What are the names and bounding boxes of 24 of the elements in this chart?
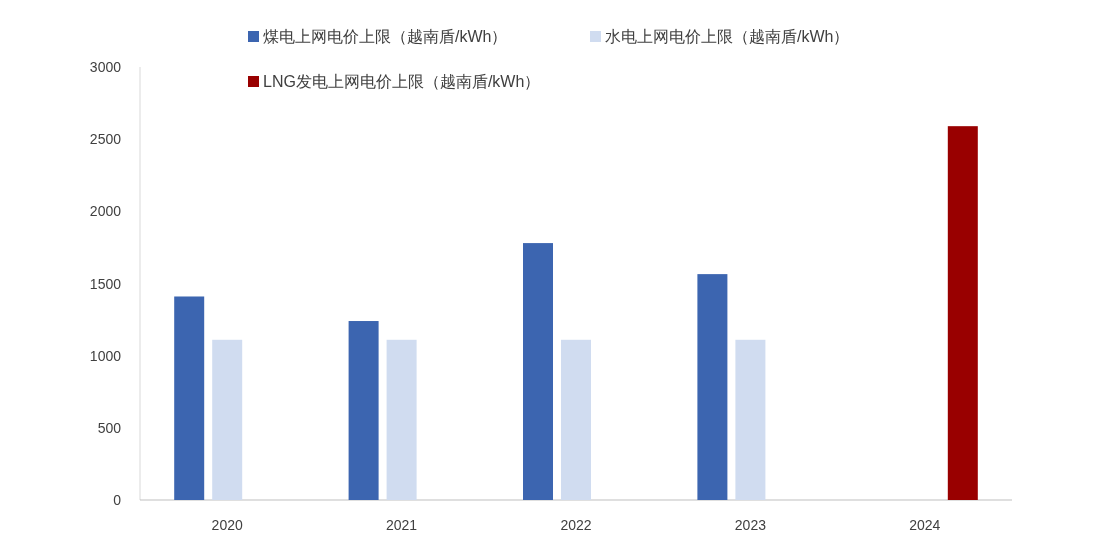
y-tick-label: 500	[97, 419, 122, 436]
x-tick-label: 2024	[909, 517, 941, 533]
bar	[947, 126, 978, 500]
y-tick-label: 1500	[89, 275, 122, 292]
legend-label: 煤电上网电价上限（越南盾/kWh）	[263, 28, 508, 45]
bar	[348, 321, 379, 500]
bar	[697, 274, 728, 500]
bar	[212, 339, 243, 500]
x-tick-label: 2021	[386, 517, 418, 533]
x-tick-label: 2020	[211, 517, 243, 533]
bar	[561, 339, 591, 500]
y-tick-label: 0	[113, 492, 122, 508]
x-tick-label: 2022	[560, 517, 592, 533]
legend-label: LNG发电上网电价上限（越南盾/kWh）	[263, 73, 541, 90]
bar	[386, 339, 417, 500]
y-tick-label: 2000	[89, 203, 122, 220]
y-tick-label: 3000	[89, 59, 122, 75]
bar	[523, 243, 553, 500]
x-tick-label: 2023	[734, 517, 767, 533]
y-tick-label: 2500	[89, 131, 122, 148]
y-tick-label: 1000	[89, 347, 122, 364]
bar	[735, 339, 766, 500]
legend-label: 水电上网电价上限（越南盾/kWh）	[605, 28, 850, 45]
bar	[174, 296, 205, 500]
